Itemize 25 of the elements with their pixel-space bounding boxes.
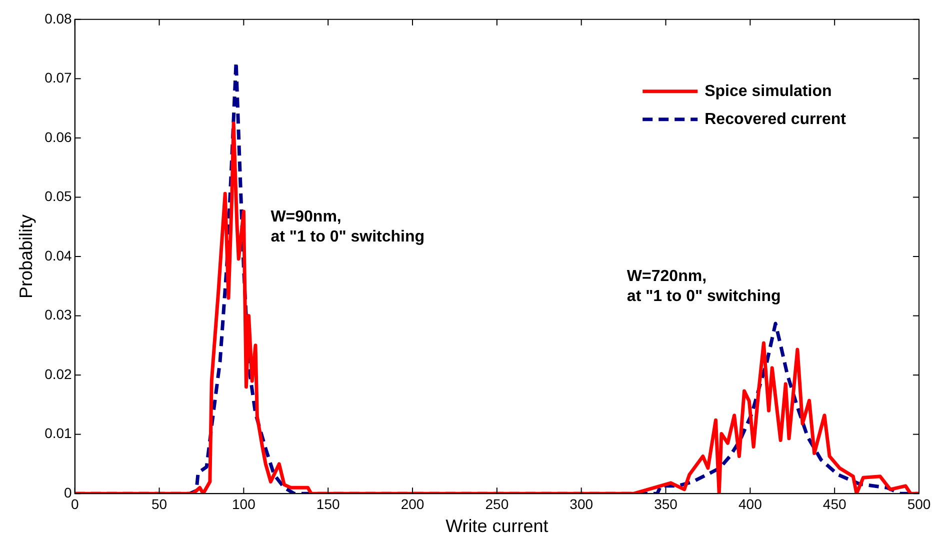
y-tick-label: 0.04	[44, 247, 72, 264]
y-tick-label: 0.01	[44, 425, 72, 442]
y-tick-label: 0.06	[44, 128, 72, 145]
legend-label: Spice simulation	[704, 82, 832, 100]
y-tick-label: 0.07	[44, 70, 72, 86]
x-tick-label: 450	[822, 496, 846, 512]
x-tick-label: 200	[400, 496, 424, 512]
x-tick-label: 300	[570, 496, 594, 512]
x-tick-label: 400	[738, 496, 762, 512]
annotation: W=720nm, at "1 to 0" switching	[626, 268, 781, 305]
annotation: W=90nm, at "1 to 0" switching	[270, 208, 425, 246]
x-axis-title: Write current	[446, 516, 548, 536]
x-tick-label: 350	[654, 496, 678, 512]
x-tick-label: 100	[232, 496, 256, 512]
x-tick-label: 150	[316, 496, 340, 512]
y-tick-label: 0.03	[44, 306, 72, 323]
y-tick-label: 0.02	[44, 366, 72, 382]
y-tick-label: 0	[64, 484, 72, 500]
x-tick-label: 250	[485, 496, 509, 512]
legend-label: Recovered current	[704, 110, 847, 128]
x-tick-label: 50	[151, 496, 168, 512]
y-tick-label: 0.05	[44, 188, 72, 204]
y-tick-label: 0.08	[44, 10, 72, 26]
y-axis-title: Probability	[16, 214, 36, 299]
x-tick-label: 500	[907, 496, 931, 512]
